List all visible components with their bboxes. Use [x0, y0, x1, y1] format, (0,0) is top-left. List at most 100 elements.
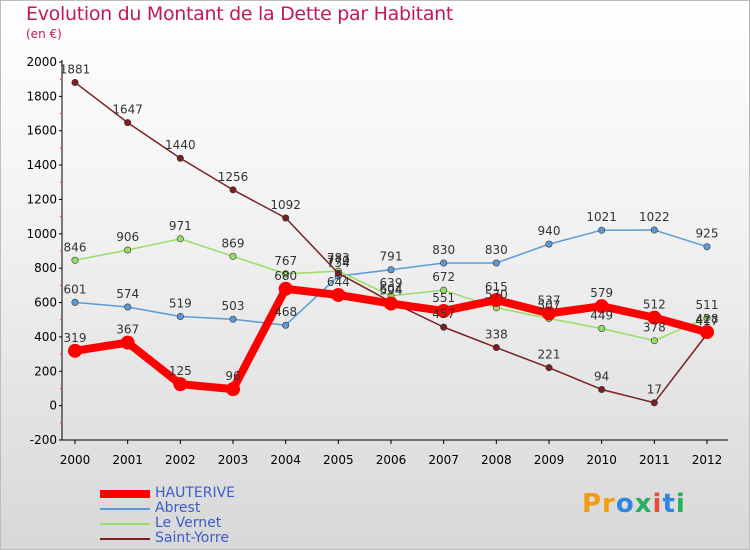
data-label: 319 — [64, 331, 87, 345]
legend-item-saint-yorre: Saint-Yorre — [100, 530, 260, 546]
data-label: 783 — [327, 251, 350, 265]
data-label: 680 — [274, 269, 297, 283]
legend-swatch — [100, 508, 150, 510]
data-label: 672 — [432, 270, 455, 284]
legend-label: Abrest — [155, 500, 201, 516]
data-point — [124, 303, 132, 311]
y-tick-label: 0 — [49, 399, 57, 413]
legend-item-hauterive: HAUTERIVE — [100, 485, 260, 501]
x-tick-label: 2006 — [376, 453, 407, 467]
data-point — [440, 323, 448, 331]
data-point — [703, 243, 711, 251]
data-label: 906 — [116, 230, 139, 244]
data-point — [278, 281, 293, 296]
data-label: 1647 — [112, 103, 143, 117]
data-point — [545, 364, 553, 372]
y-tick-label: 800 — [34, 261, 57, 275]
data-label: 579 — [590, 286, 613, 300]
chart-unit-subtitle: (en €) — [26, 27, 62, 41]
x-tick-label: 2000 — [60, 453, 91, 467]
data-label: 378 — [643, 321, 666, 335]
data-label: 770 — [327, 253, 350, 267]
data-point — [489, 292, 504, 307]
data-label: 537 — [538, 293, 561, 307]
y-tick-label: 1000 — [26, 227, 57, 241]
x-tick-label: 2009 — [534, 453, 565, 467]
series-line-saint-yorre — [74, 81, 708, 404]
data-label: 457 — [432, 307, 455, 321]
data-label: 428 — [696, 312, 719, 326]
data-point — [703, 314, 711, 322]
y-tick-label: 1400 — [26, 158, 57, 172]
data-point — [176, 235, 184, 243]
data-label: 338 — [485, 328, 508, 342]
data-label: 570 — [485, 288, 508, 302]
data-point — [124, 119, 132, 127]
data-label: 503 — [222, 299, 245, 313]
data-point — [229, 186, 237, 194]
x-tick-label: 2008 — [481, 453, 512, 467]
data-point — [68, 343, 82, 358]
data-label: 1440 — [165, 138, 196, 152]
data-label: 96 — [225, 369, 240, 383]
data-point — [71, 78, 79, 86]
legend-label: Saint-Yorre — [155, 530, 229, 546]
y-tick-label: -200 — [30, 433, 57, 447]
data-point — [440, 286, 448, 294]
data-point — [282, 270, 290, 278]
data-point — [436, 303, 451, 318]
data-label: 511 — [696, 298, 719, 312]
x-tick-label: 2005 — [323, 453, 354, 467]
data-label: 94 — [594, 369, 609, 383]
data-label: 1881 — [60, 62, 91, 76]
data-point — [598, 324, 606, 332]
data-point — [226, 382, 240, 397]
legend-swatch — [100, 523, 150, 525]
y-tick-label: 1200 — [26, 192, 57, 206]
data-label: 1022 — [639, 210, 670, 224]
data-label: 767 — [274, 254, 297, 268]
data-label: 519 — [169, 296, 192, 310]
y-tick-label: 1800 — [26, 89, 57, 103]
data-label: 1021 — [586, 210, 617, 224]
data-label: 574 — [116, 287, 139, 301]
legend: HAUTERIVE Abrest Le Vernet Saint-Yorre — [100, 485, 260, 546]
data-label: 449 — [590, 308, 613, 322]
data-label: 367 — [116, 323, 139, 337]
data-point — [542, 306, 556, 321]
data-label: 125 — [169, 364, 192, 378]
x-tick-label: 2003 — [218, 453, 249, 467]
data-point — [594, 299, 609, 314]
data-label: 601 — [64, 282, 87, 296]
y-tick-label: 1600 — [26, 124, 57, 138]
data-point — [282, 214, 290, 222]
x-tick-label: 2001 — [112, 453, 143, 467]
data-label: 754 — [327, 256, 350, 270]
x-tick-label: 2012 — [692, 453, 723, 467]
legend-item-abrest: Abrest — [100, 500, 260, 516]
legend-label: Le Vernet — [155, 515, 222, 531]
data-point — [282, 321, 290, 329]
data-label: 925 — [696, 227, 719, 241]
data-label: 869 — [222, 236, 245, 250]
data-label: 971 — [169, 219, 192, 233]
data-point — [650, 399, 658, 407]
y-tick-label: 400 — [34, 330, 57, 344]
x-tick-label: 2011 — [639, 453, 670, 467]
data-label: 830 — [432, 243, 455, 257]
data-label: 604 — [380, 282, 403, 296]
data-label: 507 — [538, 299, 561, 313]
data-label: 846 — [64, 240, 87, 254]
data-label: 791 — [380, 250, 403, 264]
legend-swatch — [100, 538, 150, 540]
data-label: 615 — [485, 280, 508, 294]
data-label: 468 — [274, 305, 297, 319]
legend-label: HAUTERIVE — [155, 485, 236, 501]
data-point — [650, 226, 658, 234]
data-point — [647, 310, 662, 325]
y-tick-label: 2000 — [26, 55, 57, 69]
data-label: 1256 — [218, 170, 249, 184]
data-label: 639 — [380, 276, 403, 290]
data-label: 551 — [432, 291, 455, 305]
